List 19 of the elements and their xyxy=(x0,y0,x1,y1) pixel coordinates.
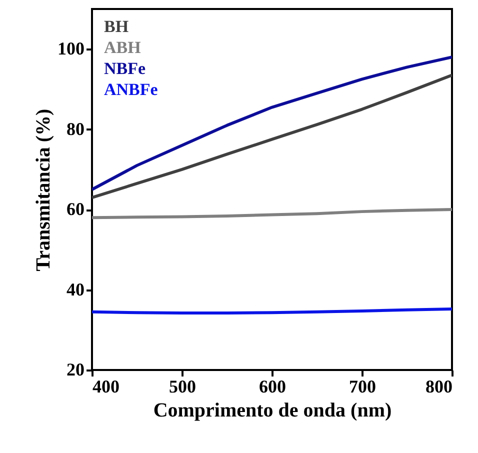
x-tick-label: 700 xyxy=(349,376,376,396)
y-tick-label: 80 xyxy=(66,118,84,139)
line-series xyxy=(92,74,452,200)
y-tick-label: 20 xyxy=(66,360,84,380)
x-tick-label: 500 xyxy=(169,376,196,396)
text: ABH xyxy=(104,38,141,57)
y-axis-title: Transmitancia (%) xyxy=(32,108,54,272)
text: ANBFe xyxy=(104,80,158,99)
line-series xyxy=(92,208,452,220)
y-tick-label: 40 xyxy=(66,279,84,300)
y-tick-label: 100 xyxy=(58,38,84,59)
x-axis-title: Comprimento de onda (nm) xyxy=(153,400,392,422)
line-series xyxy=(92,56,452,191)
text: BH xyxy=(104,17,129,36)
x-tick-label: 800 xyxy=(426,376,452,396)
text: NBFe xyxy=(104,59,146,78)
y-tick-label: 60 xyxy=(66,199,84,220)
x-tick-label: 600 xyxy=(259,376,286,396)
x-tick-label: 400 xyxy=(92,376,120,396)
